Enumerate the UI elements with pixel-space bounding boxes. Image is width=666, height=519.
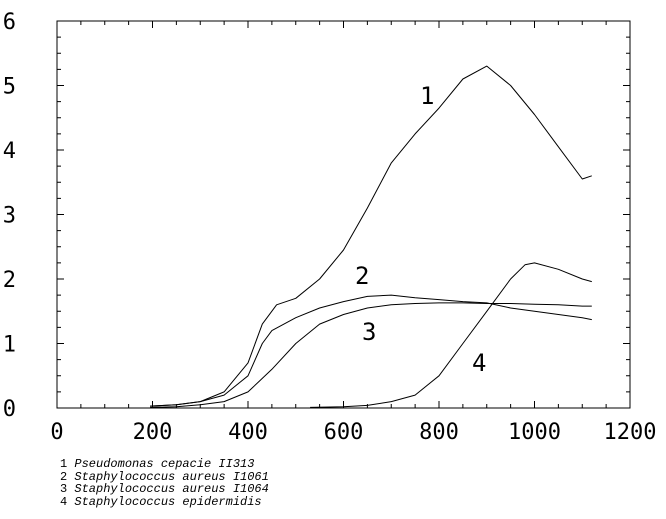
y-tick-label: .4 bbox=[0, 139, 16, 164]
x-tick-label: 0 bbox=[50, 420, 63, 445]
curve-label-4: 4 bbox=[472, 349, 486, 377]
y-tick-label: .1 bbox=[0, 333, 16, 358]
axis-ticks bbox=[56, 20, 631, 409]
legend: 1 Pseudomonas cepacie II313 2 Staphyloco… bbox=[60, 458, 269, 508]
x-tick-label: 200 bbox=[133, 420, 173, 445]
y-tick-label: .3 bbox=[0, 204, 16, 229]
series-line-2 bbox=[150, 294, 592, 407]
x-tick-label: 400 bbox=[228, 420, 268, 445]
legend-number: 4 bbox=[60, 494, 68, 509]
y-tick-label: .2 bbox=[0, 268, 16, 293]
y-tick-label: 0 bbox=[3, 397, 16, 422]
legend-number: 1 bbox=[60, 457, 68, 471]
y-tick-label: .6 bbox=[0, 10, 16, 35]
y-axis-tick-labels: 0 .1 .2 .3 .4 .5 .6 bbox=[0, 10, 16, 422]
legend-item: 1 Pseudomonas cepacie II313 bbox=[60, 458, 269, 471]
legend-item: 2 Staphylococcus aureus I1061 bbox=[60, 469, 269, 484]
series-line-4 bbox=[310, 262, 592, 408]
y-tick-label: .5 bbox=[0, 75, 16, 100]
curve-label-2: 2 bbox=[355, 262, 369, 290]
legend-number: 3 bbox=[60, 482, 68, 496]
legend-item: 4 Staphylococcus epidermidis bbox=[60, 494, 269, 509]
x-tick-label: 1200 bbox=[604, 420, 657, 445]
series-line-3 bbox=[150, 302, 592, 408]
x-tick-label: 1000 bbox=[508, 420, 561, 445]
data-series bbox=[150, 65, 592, 408]
curve-label-1: 1 bbox=[420, 82, 434, 110]
curve-labels: 1 2 3 4 bbox=[355, 82, 486, 377]
legend-name: Pseudomonas cepacie II313 bbox=[74, 457, 255, 471]
legend-name: Staphylococcus aureus I1064 bbox=[74, 482, 269, 496]
plot-area-frame bbox=[56, 20, 631, 409]
legend-name: Staphylococcus aureus I1061 bbox=[74, 469, 269, 484]
legend-number: 2 bbox=[60, 469, 68, 484]
line-chart: 0 200 400 600 800 1000 1200 0 .1 .2 .3 .4 .5 .6 1 2 … bbox=[0, 10, 656, 445]
x-axis-tick-labels: 0 200 400 600 800 1000 1200 bbox=[50, 420, 656, 445]
curve-label-3: 3 bbox=[362, 318, 376, 346]
legend-item: 3 Staphylococcus aureus I1064 bbox=[60, 483, 269, 496]
x-tick-label: 800 bbox=[419, 420, 459, 445]
legend-name: Staphylococcus epidermidis bbox=[74, 494, 262, 509]
series-line-1 bbox=[150, 65, 592, 407]
x-tick-label: 600 bbox=[324, 420, 364, 445]
